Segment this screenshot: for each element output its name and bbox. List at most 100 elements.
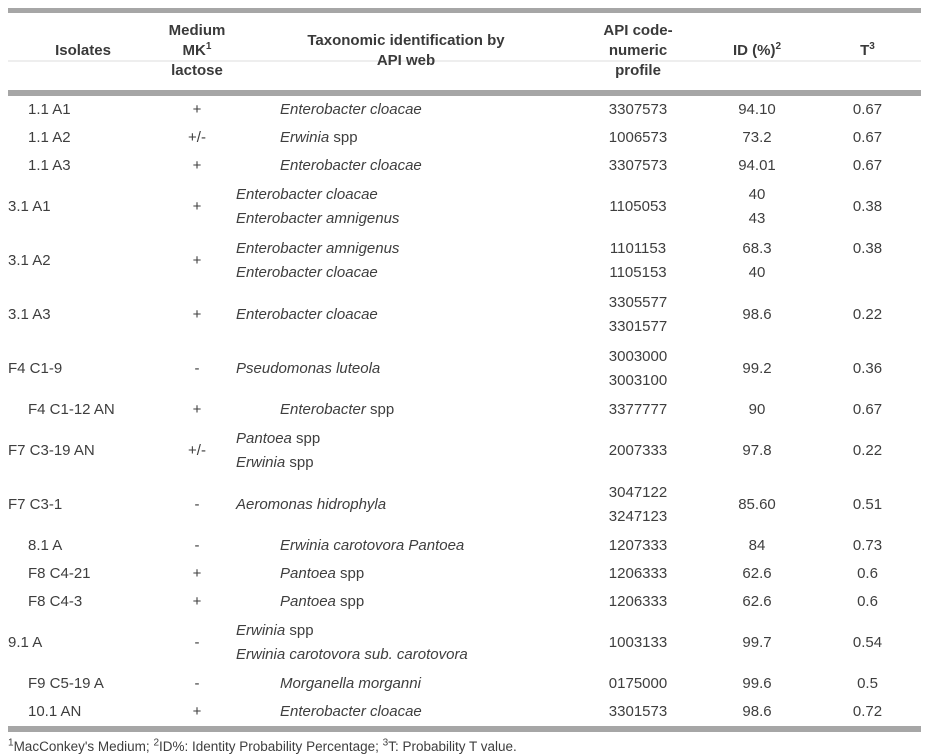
t-value-cell: 0.22 (852, 306, 883, 323)
species-name: Erwinia (280, 129, 330, 146)
t-value-cell: 0.67 (852, 129, 883, 146)
species-name: Enterobacter cloacae (280, 703, 422, 720)
species-cell: Aeromonas hidrophyla (236, 478, 576, 532)
id-percent-cell: 97.8 (742, 442, 772, 459)
species-cell: Enterobacter cloacae (236, 93, 576, 124)
lactose-cell: + (192, 565, 202, 582)
species-cell: Enterobacter cloacae (236, 698, 576, 732)
lactose-cell: + (192, 401, 202, 418)
column-header-isolates: Isolates (8, 8, 158, 96)
table-row: F9 C5-19 A - Morganella morganni 0175000 99.… (8, 670, 921, 698)
isolate-cell: 9.1 A (8, 634, 43, 651)
api-code-cell: 1206333 (608, 565, 668, 582)
t-value-cell: 0.38 (852, 240, 883, 257)
api-code-cell: 3307573 (608, 157, 668, 174)
species-name: Pantoea (280, 565, 336, 582)
lactose-cell: - (194, 634, 200, 651)
id-percent-cell: 68.3 40 (742, 240, 772, 281)
lactose-cell: + (192, 157, 202, 174)
id-percent-cell: 90 (748, 401, 766, 418)
table-row: 9.1 A - Erwinia spp Erwinia carotovora sub.… (8, 616, 921, 670)
id-percent-cell: 85.60 (738, 496, 776, 513)
lactose-cell: - (194, 675, 200, 692)
species-name: Enterobacter amnigenus (236, 210, 400, 227)
t-value-cell: 0.51 (852, 496, 883, 513)
species-cell: Enterobacter cloacae (236, 288, 576, 342)
api-code-cell: 3377777 (608, 401, 668, 418)
api-code-cell: 1206333 (608, 593, 668, 610)
isolate-cell: 3.1 A3 (8, 306, 51, 323)
column-header-taxonomy: Taxonomic identification by API web (236, 8, 576, 96)
footnote-superscript: 2 (153, 737, 159, 749)
id-percent-cell: 62.6 (742, 565, 772, 582)
table-row: F7 C3-19 AN +/- Pantoea spp Erwinia spp 2007… (8, 424, 921, 478)
species-cell: Pantoea spp (280, 593, 365, 610)
species-cell: Erwinia spp (280, 129, 358, 146)
species-cell: Morganella morganni (236, 670, 576, 698)
table-header-row: Isolates Medium MK1 lactose Taxonomic ident… (8, 8, 921, 96)
species-name: Enterobacter cloacae (236, 186, 378, 203)
column-header-t-value: T3 (814, 8, 921, 96)
table-row: 3.1 A1 + Enterobacter cloacae Enterobacter … (8, 180, 921, 234)
id-percent-cell: 99.6 (742, 675, 772, 692)
lactose-cell: +/- (188, 129, 206, 146)
species-name: Enterobacter cloacae (236, 306, 378, 323)
t-value-cell: 0.67 (852, 157, 883, 174)
isolate-cell: F4 C1-12 AN (28, 401, 115, 418)
lactose-cell: - (194, 496, 200, 513)
api-code-cell: 2007333 (608, 442, 668, 459)
species-name: Aeromonas hidrophyla (236, 496, 387, 513)
species-name: Erwinia carotovora Pantoea (280, 537, 465, 554)
api-code-cell: 1105053 (609, 198, 667, 215)
table-row: F8 C4-21 + Pantoea spp 1206333 62.6 0.6 (8, 560, 921, 588)
table-body: 1.1 A1 + Enterobacter cloacae 3307573 94.10 0… (8, 93, 921, 732)
table-row: 3.1 A2 + Enterobacter amnigenus Enterobacte… (8, 234, 921, 288)
isolate-cell: 3.1 A2 (8, 252, 51, 269)
lactose-cell: - (194, 360, 200, 377)
api-code-cell: 1006573 (608, 129, 668, 146)
isolate-cell: 8.1 A (28, 537, 63, 554)
t-value-cell: 0.5 (857, 675, 878, 692)
lactose-cell: + (192, 252, 202, 269)
species-name: Erwinia (236, 454, 286, 471)
species-cell: Pseudomonas luteola (236, 342, 576, 396)
lactose-cell: +/- (188, 442, 206, 459)
isolate-cell: F7 C3-1 (8, 496, 63, 513)
isolate-cell: 1.1 A1 (28, 101, 71, 118)
t-value-cell: 0.36 (852, 360, 883, 377)
isolates-table: Isolates Medium MK1 lactose Taxonomic ident… (8, 8, 921, 732)
isolate-cell: F8 C4-3 (28, 593, 83, 610)
species-name: Pseudomonas luteola (236, 360, 381, 377)
api-code-cell: 0175000 (608, 675, 668, 692)
t-value-cell: 0.67 (852, 101, 883, 118)
footnote-superscript: 1 (8, 737, 14, 749)
table-row: F4 C1-9 - Pseudomonas luteola 3003000 300310… (8, 342, 921, 396)
isolate-cell: F8 C4-21 (28, 565, 91, 582)
isolate-cell: F9 C5-19 A (28, 675, 104, 692)
header-superscript: 3 (869, 41, 875, 52)
column-header-id-percent: ID (%)2 (700, 8, 814, 96)
species-name: Pantoea (236, 430, 292, 447)
header-superscript: 1 (205, 41, 212, 52)
species-name: Pantoea (280, 593, 336, 610)
id-percent-cell: 99.2 (742, 360, 772, 377)
id-percent-cell: 98.6 (700, 698, 814, 732)
t-value-cell: 0.38 (852, 198, 883, 215)
api-code-cell: 1101153 1105153 (609, 240, 667, 281)
isolate-cell: 1.1 A2 (28, 129, 71, 146)
table-row: F7 C3-1 - Aeromonas hidrophyla 3047122 32471… (8, 478, 921, 532)
lactose-cell: + (192, 198, 202, 215)
species-name: Erwinia (236, 622, 286, 639)
table-row: 3.1 A3 + Enterobacter cloacae 3305577 330157… (8, 288, 921, 342)
table-row: 8.1 A - Erwinia carotovora Pantoea 1207333 8… (8, 532, 921, 560)
species-cell: Enterobacter cloacae Enterobacter amnigen… (236, 180, 576, 234)
table-row: 1.1 A2 +/- Erwinia spp 1006573 73.2 0.67 (8, 124, 921, 152)
table-row: 1.1 A3 + Enterobacter cloacae 3307573 94.01 0… (8, 152, 921, 180)
lactose-cell: + (192, 306, 202, 323)
lactose-cell: - (194, 537, 200, 554)
species-name: Enterobacter cloacae (280, 157, 422, 174)
isolate-cell: F4 C1-9 (8, 360, 63, 377)
t-value-cell: 0.6 (857, 593, 878, 610)
species-name: Enterobacter (280, 401, 366, 418)
id-percent-cell: 40 43 (748, 186, 766, 227)
